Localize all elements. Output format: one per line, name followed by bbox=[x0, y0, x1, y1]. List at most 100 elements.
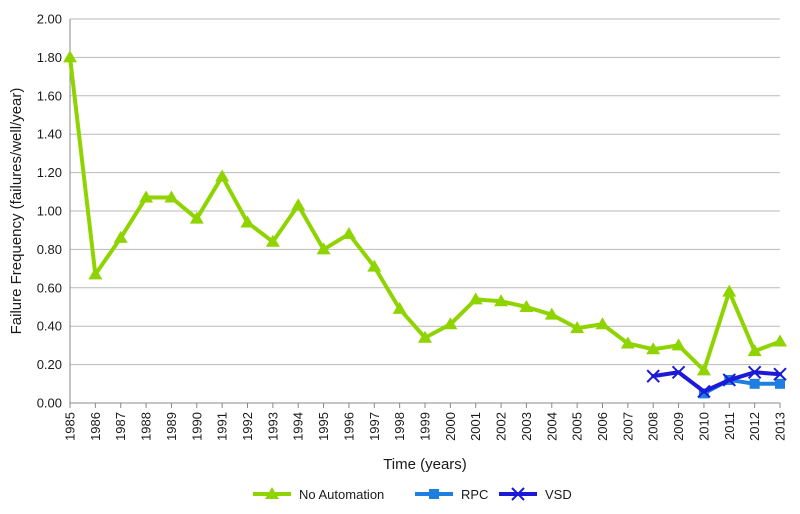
data-point-no-automation bbox=[595, 317, 610, 330]
data-point-no-automation bbox=[620, 336, 635, 349]
y-tick-label: 1.00 bbox=[37, 204, 62, 219]
y-tick-label: 2.00 bbox=[37, 12, 62, 27]
x-tick-label: 1994 bbox=[291, 412, 306, 441]
x-tick-label: 1999 bbox=[418, 412, 433, 441]
data-point-no-automation bbox=[240, 215, 255, 228]
x-tick-label: 2000 bbox=[443, 412, 458, 441]
y-tick-label: 1.20 bbox=[37, 165, 62, 180]
x-tick-label: 2005 bbox=[570, 412, 585, 441]
data-point-no-automation bbox=[418, 330, 432, 343]
data-point-no-automation bbox=[646, 342, 661, 355]
data-point-no-automation bbox=[88, 267, 103, 280]
x-tick-label: 1988 bbox=[139, 412, 154, 441]
x-marker-stroke bbox=[773, 367, 787, 381]
data-point-vsd bbox=[773, 367, 787, 381]
y-tick-label: 0.60 bbox=[37, 280, 62, 295]
data-point-no-automation bbox=[316, 242, 331, 255]
data-point-vsd bbox=[747, 365, 762, 379]
legend-item-rpc: RPC bbox=[415, 487, 488, 502]
x-tick-label: 2004 bbox=[544, 412, 559, 441]
data-point-no-automation bbox=[747, 344, 762, 357]
x-marker-stroke bbox=[697, 384, 711, 399]
x-tick-label: 1998 bbox=[392, 412, 407, 441]
series-line-no-automation bbox=[68, 55, 782, 373]
x-tick-label: 1986 bbox=[88, 412, 103, 441]
x-tick-label: 2009 bbox=[671, 412, 686, 441]
data-point-no-automation bbox=[265, 234, 280, 247]
x-tick-label: 1995 bbox=[316, 412, 331, 441]
data-point-no-automation bbox=[113, 230, 128, 243]
axis-layer: 0.00 0.20 0.40 0.60 0.80 1.00 1.20 1.40 1.60 1.80… bbox=[37, 12, 788, 441]
legend-label: VSD bbox=[545, 487, 572, 502]
data-point-no-automation bbox=[722, 284, 737, 297]
data-point-no-automation bbox=[773, 334, 787, 347]
x-tick-label: 1990 bbox=[189, 412, 204, 441]
data-point-no-automation bbox=[63, 50, 77, 63]
x-tick-label: 1991 bbox=[215, 412, 230, 441]
y-tick-label: 0.20 bbox=[37, 357, 62, 372]
data-point-no-automation bbox=[367, 259, 382, 272]
series-layer bbox=[63, 50, 787, 399]
legend: No Automation RPC VSD bbox=[253, 487, 572, 502]
x-tick-label: 1992 bbox=[240, 412, 255, 441]
data-point-no-automation bbox=[215, 169, 230, 182]
legend-label: No Automation bbox=[299, 487, 384, 502]
data-point-rpc bbox=[775, 378, 785, 389]
data-point-vsd bbox=[722, 373, 736, 387]
data-point-no-automation bbox=[164, 190, 179, 203]
x-axis-title: Time (years) bbox=[383, 456, 467, 473]
data-point-no-automation bbox=[494, 294, 509, 307]
x-tick-label: 1989 bbox=[164, 412, 179, 441]
data-point-no-automation bbox=[189, 211, 204, 224]
x-tick-label: 1987 bbox=[113, 412, 128, 441]
x-tick-label: 2010 bbox=[696, 412, 711, 441]
data-point-no-automation bbox=[392, 301, 407, 314]
legend-item-vsd: VSD bbox=[499, 487, 572, 502]
legend-label: RPC bbox=[461, 487, 488, 502]
x-tick-label: 2012 bbox=[747, 412, 762, 441]
data-point-no-automation bbox=[139, 190, 154, 203]
x-tick-label: 2011 bbox=[722, 412, 737, 440]
x-marker-stroke bbox=[722, 373, 736, 387]
y-tick-label: 1.80 bbox=[37, 50, 62, 65]
data-point-no-automation bbox=[544, 307, 559, 320]
y-tick-label: 0.80 bbox=[37, 242, 62, 257]
data-point-vsd bbox=[671, 365, 686, 379]
x-tick-label: 2002 bbox=[494, 412, 509, 441]
x-marker-stroke bbox=[747, 365, 762, 379]
x-tick-label: 1997 bbox=[367, 412, 382, 441]
y-axis-title: Failure Frequency (failures/well/year) bbox=[8, 88, 25, 335]
data-point-rpc bbox=[749, 378, 760, 389]
y-tick-label: 1.60 bbox=[37, 88, 62, 103]
data-point-vsd bbox=[646, 369, 660, 383]
data-point-no-automation bbox=[291, 198, 306, 211]
data-point-no-automation bbox=[443, 317, 458, 330]
grid-layer bbox=[70, 18, 780, 366]
x-marker-stroke bbox=[511, 487, 525, 501]
y-tick-label: 1.40 bbox=[37, 127, 62, 142]
legend-swatch-marker bbox=[265, 487, 279, 499]
x-tick-label: 2013 bbox=[773, 412, 788, 441]
series-no-automation bbox=[63, 50, 787, 376]
data-point-no-automation bbox=[341, 227, 356, 240]
data-point-vsd bbox=[697, 384, 711, 399]
series-line-vsd bbox=[651, 370, 782, 394]
legend-swatch-marker bbox=[429, 489, 439, 499]
x-tick-label: 1996 bbox=[341, 412, 356, 441]
series-vsd bbox=[646, 365, 787, 399]
data-point-no-automation bbox=[671, 338, 686, 351]
x-tick-label: 1985 bbox=[63, 412, 78, 441]
data-point-no-automation bbox=[468, 292, 483, 305]
x-tick-label: 1993 bbox=[265, 412, 280, 441]
data-point-no-automation bbox=[570, 321, 585, 334]
x-marker-stroke bbox=[646, 369, 660, 383]
y-tick-label: 0.40 bbox=[37, 319, 62, 334]
x-tick-label: 2003 bbox=[519, 412, 534, 441]
legend-swatch-marker bbox=[511, 487, 525, 501]
x-tick-label: 2008 bbox=[646, 412, 661, 441]
x-tick-label: 2001 bbox=[468, 412, 483, 441]
x-tick-label: 2006 bbox=[595, 412, 610, 441]
x-tick-label: 2007 bbox=[620, 412, 635, 441]
